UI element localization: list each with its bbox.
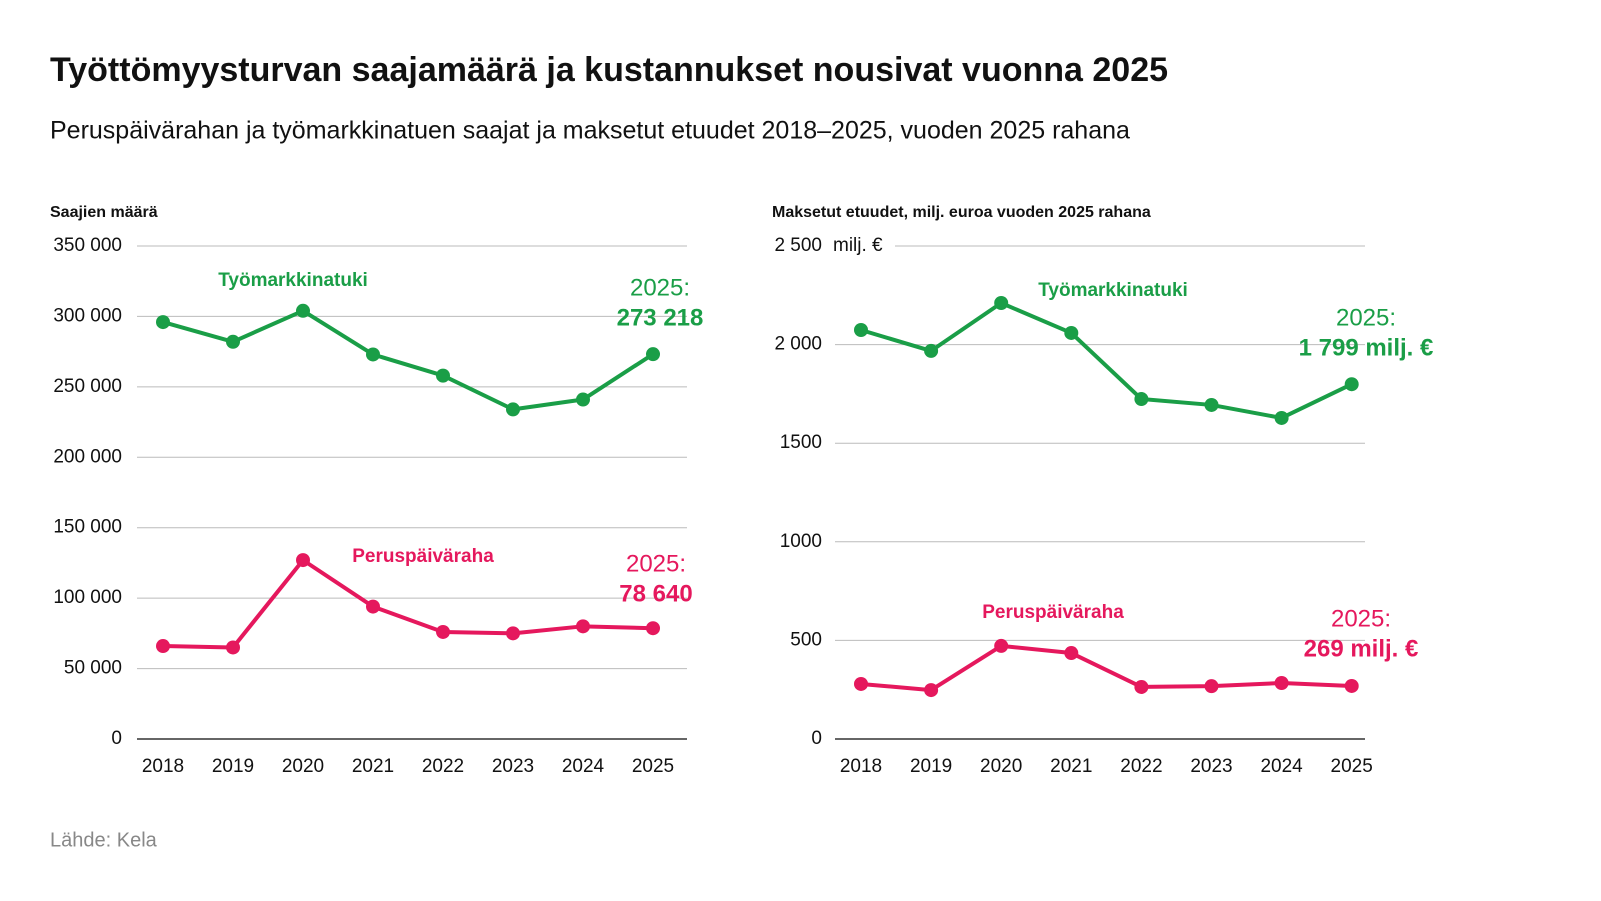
series-line — [860, 643, 1352, 693]
data-point — [1344, 377, 1359, 392]
end-label-prefix: 2025: — [630, 274, 690, 301]
data-point — [994, 295, 1009, 310]
data-point — [854, 676, 868, 691]
y-tick-label: 200 000 — [53, 446, 122, 467]
y-axis-title: Maksetut etuudet, milj. euroa vuoden 202… — [772, 204, 1151, 221]
data-point — [1344, 678, 1359, 693]
y-tick-label: 1500 — [780, 432, 822, 453]
x-tick-label: 2022 — [422, 756, 464, 777]
y-tick-label: 350 000 — [53, 235, 122, 256]
data-point — [1204, 397, 1219, 412]
data-point — [436, 624, 450, 639]
y-tick-label: 0 — [811, 728, 822, 749]
subtitle: Peruspäivärahan ja työmarkkinatuen saaja… — [50, 117, 1130, 145]
x-tick-label: 2022 — [1120, 756, 1162, 777]
data-point — [994, 638, 1009, 653]
x-tick-label: 2019 — [910, 756, 952, 777]
y-tick-label: 300 000 — [53, 305, 122, 326]
series-line — [860, 300, 1353, 420]
data-point — [924, 683, 939, 698]
x-tick-label: 2023 — [1190, 756, 1232, 777]
data-point — [646, 621, 660, 636]
data-point — [296, 303, 310, 318]
y-tick-label: 100 000 — [53, 587, 122, 608]
x-tick-label: 2025 — [632, 756, 674, 777]
y-tick-label: 500 — [790, 629, 822, 650]
series-label: Peruspäiväraha — [352, 546, 494, 567]
source: Lähde: Kela — [50, 829, 158, 851]
x-tick-label: 2024 — [1260, 756, 1303, 777]
data-point — [576, 392, 590, 407]
x-tick-label: 2020 — [980, 756, 1022, 777]
end-label-prefix: 2025: — [1336, 304, 1396, 331]
value-label: 273 218 — [617, 304, 704, 331]
series-label: Työmarkkinatuki — [1038, 280, 1188, 301]
x-tick-label: 2021 — [352, 756, 394, 777]
value-label: 269 milj. € — [1304, 635, 1419, 662]
series-label: Peruspäiväraha — [982, 602, 1124, 623]
data-point — [506, 402, 520, 417]
y-tick-label: 150 000 — [53, 517, 122, 538]
data-point — [1064, 646, 1079, 661]
data-point — [576, 619, 590, 634]
data-point — [226, 640, 240, 655]
data-point — [296, 553, 310, 568]
data-point — [226, 334, 240, 349]
value-label: 1 799 milj. € — [1299, 334, 1434, 361]
series-label: Työmarkkinatuki — [218, 270, 368, 291]
end-label-prefix: 2025: — [626, 550, 686, 577]
x-tick-label: 2025 — [1331, 756, 1373, 777]
data-point — [854, 323, 868, 338]
data-point — [1274, 675, 1289, 690]
data-point — [506, 626, 520, 641]
x-tick-label: 2018 — [840, 756, 882, 777]
x-tick-label: 2020 — [282, 756, 324, 777]
y-tick-label: 1000 — [780, 531, 822, 552]
y-unit: milj. € — [833, 235, 883, 256]
data-point — [1064, 325, 1079, 340]
data-point — [1134, 679, 1149, 694]
data-point — [1204, 679, 1219, 694]
data-point — [156, 639, 170, 654]
y-tick-label: 2 500 — [774, 235, 822, 256]
data-point — [436, 368, 450, 383]
data-point — [366, 599, 380, 614]
data-point — [646, 347, 660, 362]
x-tick-label: 2018 — [142, 756, 184, 777]
x-tick-label: 2023 — [492, 756, 534, 777]
y-axis-title: Saajien määrä — [50, 204, 158, 221]
data-point — [156, 315, 170, 330]
data-point — [924, 343, 939, 358]
series-line — [162, 308, 655, 412]
y-tick-label: 2 000 — [774, 334, 822, 355]
data-point — [366, 347, 380, 362]
x-tick-label: 2019 — [212, 756, 254, 777]
end-label-prefix: 2025: — [1331, 605, 1391, 632]
y-tick-label: 50 000 — [64, 658, 122, 679]
x-tick-label: 2021 — [1050, 756, 1092, 777]
y-tick-label: 0 — [111, 728, 122, 749]
data-point — [1274, 410, 1289, 425]
x-tick-label: 2024 — [562, 756, 605, 777]
title: Työttömyysturvan saajamäärä ja kustannuk… — [50, 51, 1168, 89]
data-point — [1134, 392, 1149, 407]
series-line — [162, 558, 654, 650]
y-tick-label: 250 000 — [53, 376, 122, 397]
value-label: 78 640 — [619, 580, 692, 607]
